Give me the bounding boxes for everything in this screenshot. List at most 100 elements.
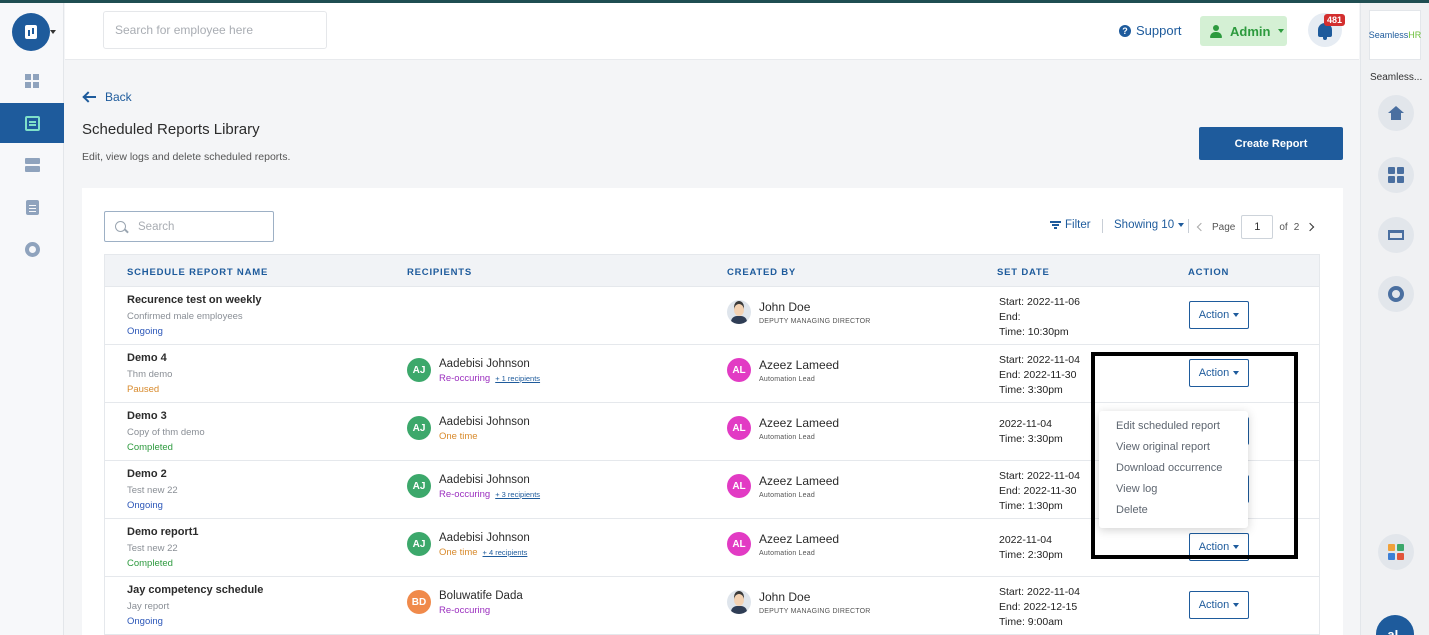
report-name[interactable]: Demo 4 bbox=[127, 352, 167, 364]
avatar: AJ bbox=[407, 416, 431, 440]
menu-item-view-log[interactable]: View log bbox=[1116, 483, 1158, 495]
column-header-recipients[interactable]: RECIPIENTS bbox=[407, 267, 473, 278]
page-label: Page bbox=[1212, 221, 1236, 233]
table-search-input[interactable]: Search bbox=[104, 211, 274, 242]
menu-item-edit-scheduled-report[interactable]: Edit scheduled report bbox=[1116, 420, 1220, 432]
creator-name: John Doe bbox=[759, 590, 811, 604]
action-button[interactable]: Action bbox=[1189, 359, 1249, 387]
table-row: Demo report1 Test new 22 Completed AJ Aa… bbox=[104, 519, 1320, 577]
avatar: AJ bbox=[407, 532, 431, 556]
date-line: Time: 3:30pm bbox=[999, 384, 1063, 396]
set-date-cell: Start: 2022-11-06 End: Time: 10:30pm bbox=[999, 295, 1080, 340]
app-launcher-icon bbox=[1388, 544, 1404, 560]
left-sidebar bbox=[0, 3, 64, 635]
column-header-set-date[interactable]: SET DATE bbox=[997, 267, 1050, 278]
report-name[interactable]: Demo report1 bbox=[127, 526, 199, 538]
creator-name: Azeez Lameed bbox=[759, 532, 840, 546]
date-line: End: 2022-11-30 bbox=[999, 485, 1077, 497]
reports-icon bbox=[24, 115, 40, 131]
rail-apps-button[interactable] bbox=[1378, 157, 1414, 193]
report-description: Thm demo bbox=[127, 369, 173, 380]
back-link[interactable]: Back bbox=[83, 90, 132, 104]
more-recipients-link[interactable]: + 1 recipients bbox=[495, 374, 541, 383]
dashboard-icon bbox=[24, 73, 40, 89]
showing-label: Showing 10 bbox=[1114, 219, 1175, 231]
menu-item-download-occurrence[interactable]: Download occurrence bbox=[1116, 462, 1223, 474]
chevron-left-icon[interactable] bbox=[1196, 222, 1206, 232]
chevron-down-icon bbox=[1233, 603, 1240, 607]
sidebar-item-clipboard[interactable] bbox=[0, 187, 64, 227]
home-icon bbox=[1388, 106, 1404, 120]
recipient-cell: BD Boluwatife Dada Re-occuring bbox=[407, 590, 523, 616]
sidebar-item-server[interactable] bbox=[0, 145, 64, 185]
recipient-name: Aadebisi Johnson bbox=[439, 474, 530, 486]
page-number-input[interactable]: 1 bbox=[1241, 215, 1274, 239]
pagination: Page 1 of 2 bbox=[1196, 215, 1315, 239]
menu-item-delete[interactable]: Delete bbox=[1116, 504, 1148, 516]
column-header-name[interactable]: SCHEDULE REPORT NAME bbox=[127, 267, 269, 278]
report-name[interactable]: Jay competency schedule bbox=[127, 584, 264, 596]
chevron-down-icon bbox=[1233, 313, 1240, 317]
set-date-cell: 2022-11-04 Time: 2:30pm bbox=[999, 533, 1063, 563]
action-button[interactable]: Action bbox=[1189, 301, 1249, 329]
creator-role: Automation Lead bbox=[759, 434, 815, 441]
creator-name: Azeez Lameed bbox=[759, 416, 840, 430]
chevron-down-icon bbox=[1233, 371, 1240, 375]
divider bbox=[1102, 219, 1103, 233]
admin-menu-button[interactable]: Admin bbox=[1200, 16, 1287, 46]
rail-cart-button[interactable] bbox=[1378, 217, 1414, 253]
menu-item-view-original-report[interactable]: View original report bbox=[1116, 441, 1210, 453]
table-header: SCHEDULE REPORT NAME RECIPIENTS CREATED … bbox=[104, 254, 1320, 287]
help-icon: ? bbox=[1119, 24, 1131, 37]
filter-button[interactable]: Filter bbox=[1050, 219, 1091, 231]
sidebar-item-dashboard[interactable] bbox=[0, 61, 64, 101]
filter-icon bbox=[1050, 221, 1061, 229]
rail-settings-button[interactable] bbox=[1378, 276, 1414, 312]
table-row: Jay competency schedule Jay report Ongoi… bbox=[104, 577, 1320, 635]
app-logo[interactable] bbox=[12, 13, 50, 51]
schedule-type: Re-occuring bbox=[439, 373, 491, 384]
set-date-cell: Start: 2022-11-04 End: 2022-12-15 Time: … bbox=[999, 585, 1080, 630]
grid-icon bbox=[1388, 167, 1404, 183]
chevron-down-icon bbox=[1278, 29, 1285, 33]
schedule-type: Re-occuring bbox=[439, 489, 491, 500]
employee-search-input[interactable]: Search for employee here bbox=[103, 11, 327, 49]
report-name-cell: Jay competency schedule Jay report Ongoi… bbox=[127, 584, 263, 627]
date-line: Start: 2022-11-04 bbox=[999, 586, 1080, 598]
creator-role: Automation Lead bbox=[759, 492, 815, 499]
avatar[interactable]: aL bbox=[1376, 615, 1414, 635]
sidebar-item-settings[interactable] bbox=[0, 229, 64, 269]
sidebar-item-reports[interactable] bbox=[0, 103, 64, 143]
rail-app-launcher-button[interactable] bbox=[1378, 534, 1414, 570]
seamless-hr-logo[interactable]: Seamless HR bbox=[1369, 10, 1421, 60]
column-header-action: ACTION bbox=[1188, 267, 1230, 278]
status-badge: Ongoing bbox=[127, 616, 163, 627]
more-recipients-link[interactable]: + 3 recipients bbox=[495, 490, 541, 499]
report-name[interactable]: Recurence test on weekly bbox=[127, 294, 262, 306]
report-name-cell: Demo report1 Test new 22 Completed bbox=[127, 526, 199, 569]
more-recipients-link[interactable]: + 4 recipients bbox=[482, 548, 528, 557]
reports-card: Search Filter Showing 10 Page 1 of 2 SCH… bbox=[82, 188, 1343, 635]
arrow-left-icon bbox=[83, 92, 96, 102]
page-size-select[interactable]: Showing 10 bbox=[1114, 219, 1185, 231]
app-label: Seamless... bbox=[1370, 72, 1423, 83]
chevron-right-icon[interactable] bbox=[1306, 222, 1315, 232]
support-link[interactable]: ? Support bbox=[1119, 23, 1182, 38]
report-name[interactable]: Demo 2 bbox=[127, 468, 167, 480]
set-date-cell: Start: 2022-11-04 End: 2022-11-30 Time: … bbox=[999, 353, 1080, 398]
chevron-down-icon[interactable] bbox=[50, 30, 56, 34]
report-description: Test new 22 bbox=[127, 485, 178, 496]
rail-home-button[interactable] bbox=[1378, 95, 1414, 131]
date-line: Time: 9:00am bbox=[999, 616, 1063, 628]
admin-label: Admin bbox=[1230, 23, 1271, 39]
creator-cell: John Doe DEPUTY MANAGING DIRECTOR bbox=[727, 590, 871, 615]
creator-role: Automation Lead bbox=[759, 376, 815, 383]
action-button[interactable]: Action bbox=[1189, 591, 1249, 619]
avatar bbox=[727, 590, 751, 614]
avatar bbox=[727, 300, 751, 324]
create-report-button[interactable]: Create Report bbox=[1199, 127, 1343, 160]
column-header-created-by[interactable]: CREATED BY bbox=[727, 267, 797, 278]
report-name[interactable]: Demo 3 bbox=[127, 410, 167, 422]
creator-cell: AL Azeez Lameed Automation Lead bbox=[727, 474, 839, 499]
page-of-label: of bbox=[1279, 221, 1288, 233]
